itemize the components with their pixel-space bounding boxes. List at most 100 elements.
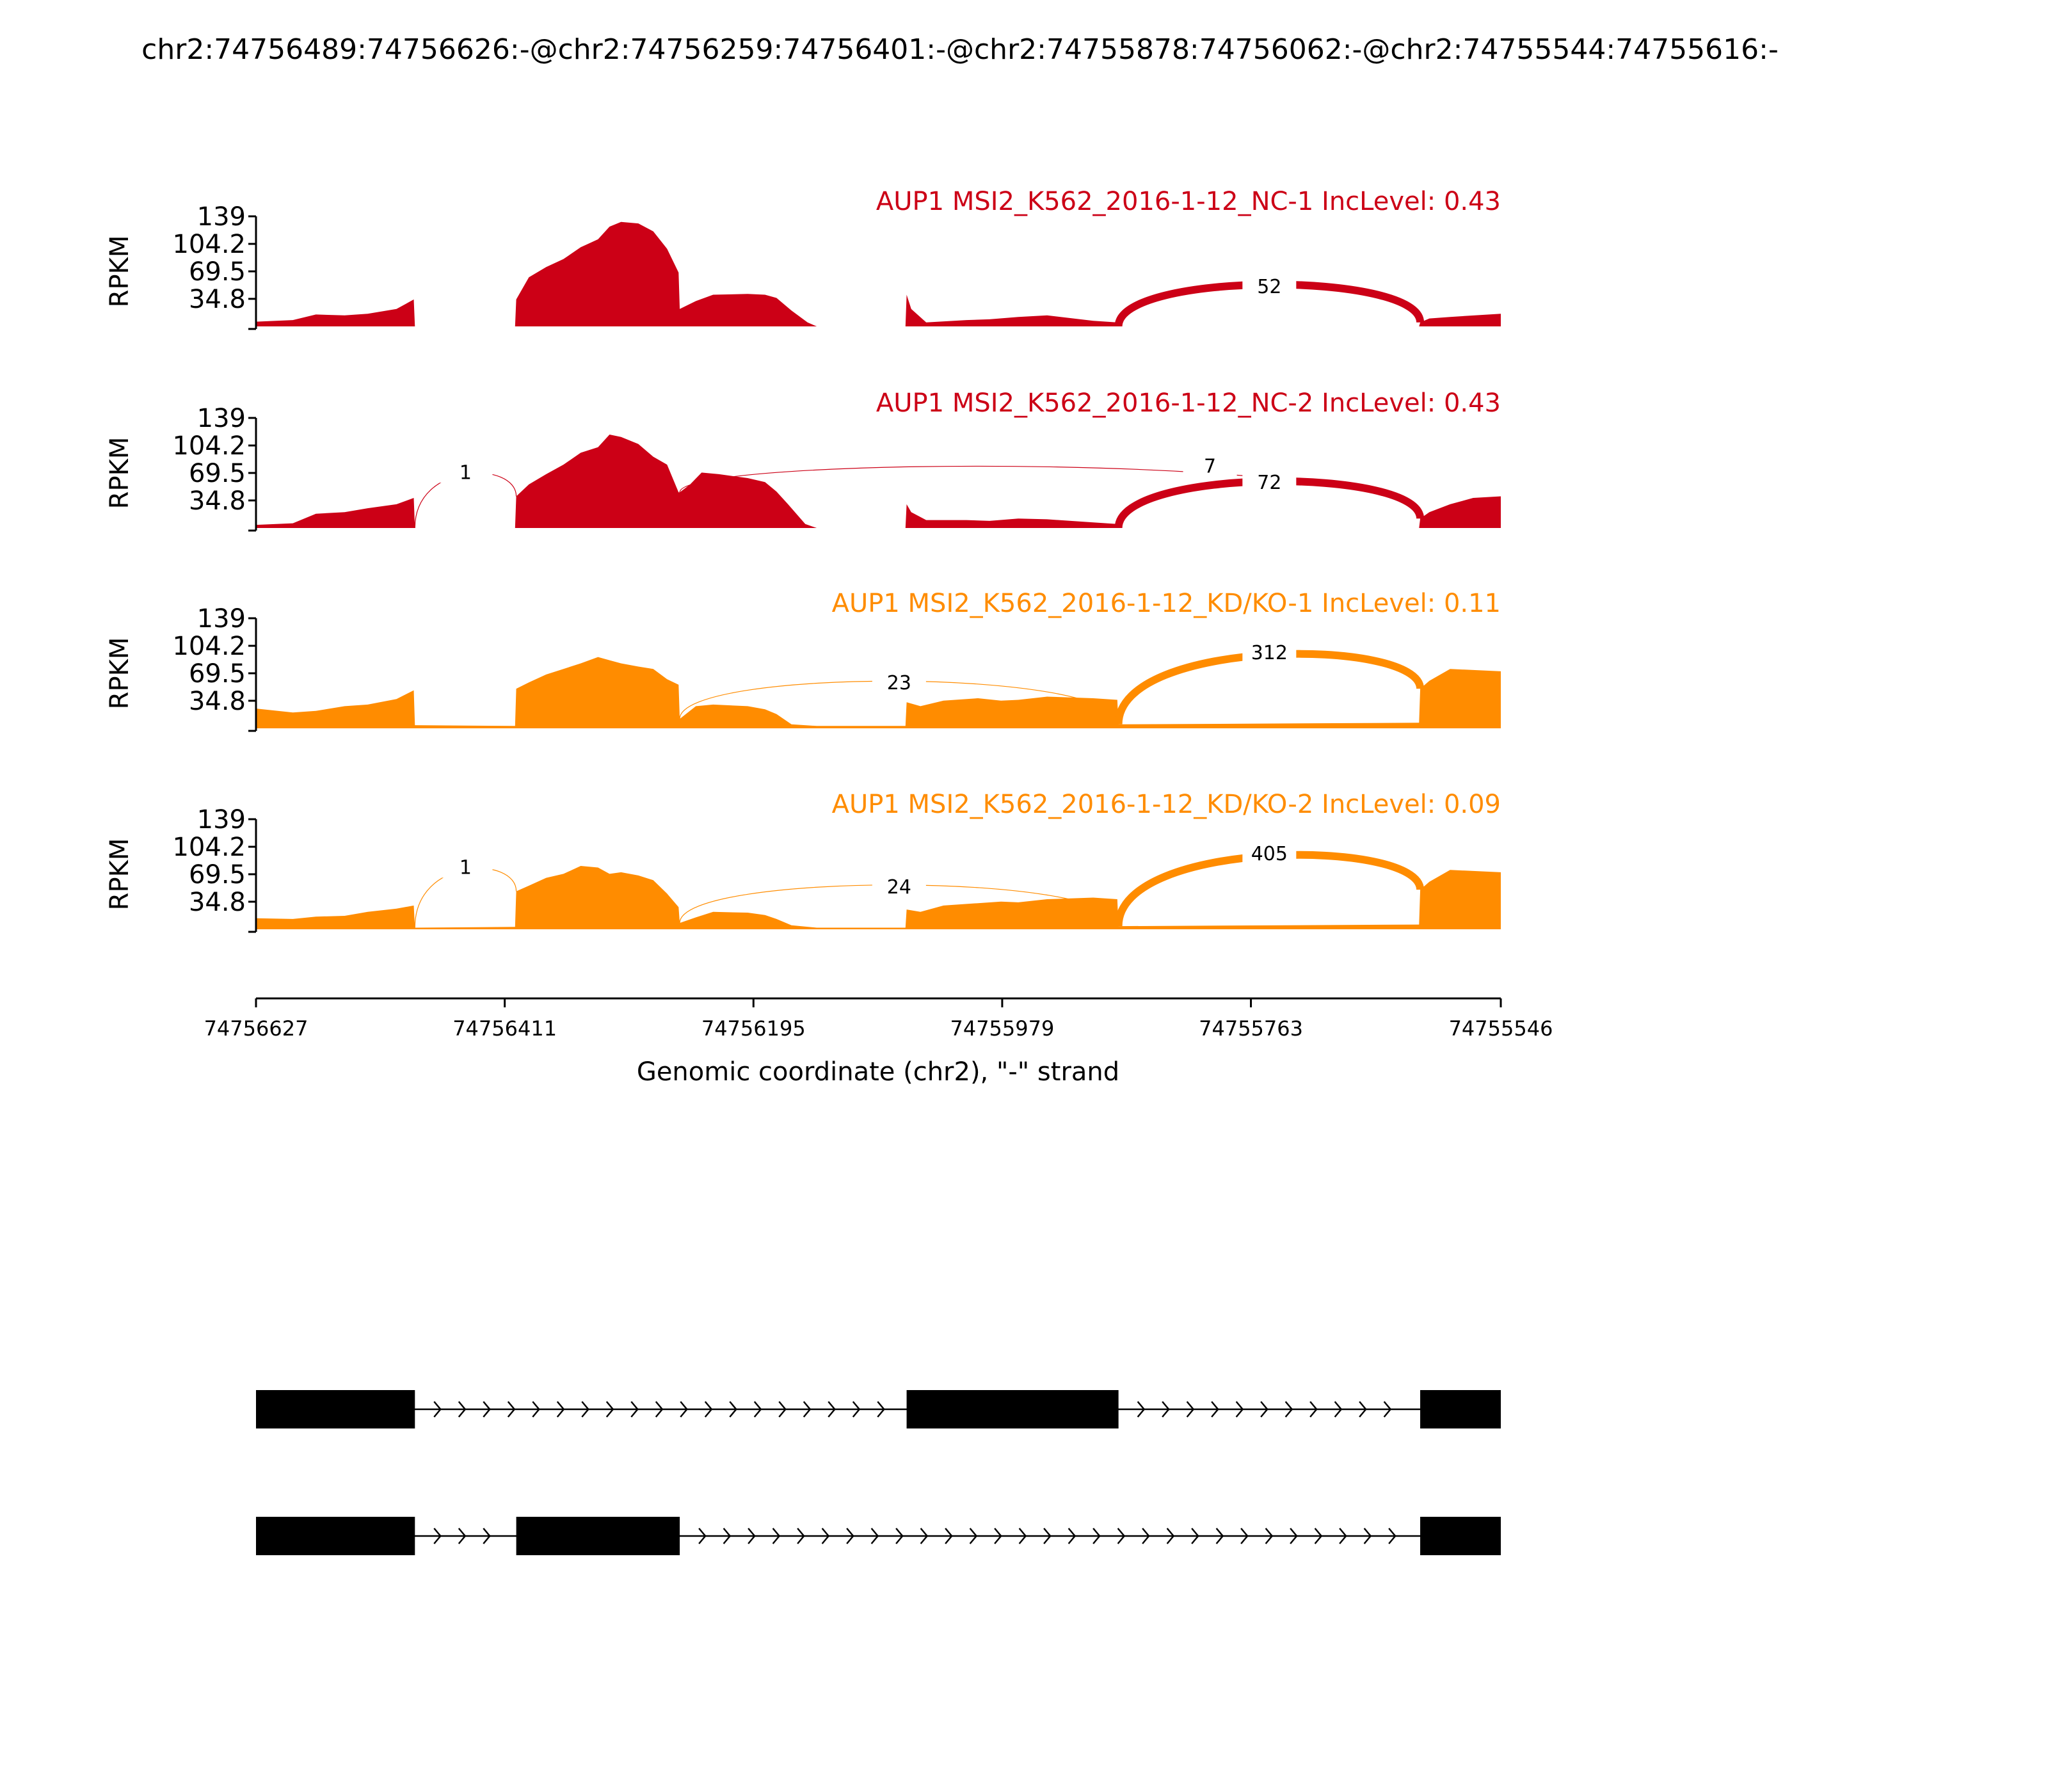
- strand-arrow: [1137, 1401, 1146, 1418]
- strand-arrow: [803, 1401, 812, 1418]
- strand-arrow: [1018, 1528, 1027, 1544]
- exon-block: [256, 1517, 415, 1555]
- strand-arrow: [698, 1528, 707, 1544]
- strand-arrow: [1265, 1528, 1274, 1544]
- junction-count: 72: [1257, 472, 1281, 494]
- strand-arrow: [1068, 1528, 1076, 1544]
- y-tick-label: 34.8: [189, 285, 246, 314]
- x-tick-label: 74755546: [1449, 1016, 1553, 1041]
- strand-arrow: [920, 1528, 929, 1544]
- y-tick-label: 104.2: [172, 230, 246, 259]
- strand-arrow: [1186, 1401, 1195, 1418]
- y-axis-label: RPKM: [105, 637, 134, 710]
- strand-arrow: [630, 1401, 639, 1418]
- strand-arrow: [483, 1401, 491, 1418]
- strand-arrow: [877, 1401, 885, 1418]
- strand-arrow: [1166, 1528, 1175, 1544]
- y-axis-label: RPKM: [105, 437, 134, 509]
- strand-arrow: [969, 1528, 978, 1544]
- y-tick-label: 104.2: [172, 632, 246, 661]
- strand-arrow: [1359, 1401, 1367, 1418]
- x-tick-label: 74755979: [950, 1016, 1054, 1041]
- strand-arrow: [1240, 1528, 1249, 1544]
- strand-arrow: [483, 1528, 491, 1544]
- strand-arrow: [729, 1401, 737, 1418]
- junction-arc: [1114, 851, 1425, 927]
- strand-arrow: [753, 1401, 762, 1418]
- panel-title: AUP1 MSI2_K562_2016-1-12_KD/KO-1 IncLeve…: [832, 589, 1501, 618]
- junction-label-box: [1242, 641, 1297, 664]
- strand-arrow: [994, 1528, 1002, 1544]
- y-tick-label: 69.5: [189, 459, 246, 488]
- strand-arrow: [852, 1401, 861, 1418]
- x-tick-label: 74756411: [452, 1016, 557, 1041]
- strand-arrow: [507, 1401, 516, 1418]
- junction-count: 23: [887, 672, 911, 694]
- y-tick-label: 104.2: [172, 833, 246, 862]
- junction-label-box: [1242, 275, 1297, 297]
- junction-count: 1: [460, 856, 472, 879]
- junction-count: 7: [1204, 455, 1216, 477]
- panel-title: AUP1 MSI2_K562_2016-1-12_NC-1 IncLevel: …: [876, 187, 1501, 216]
- junction-label-box: [438, 856, 493, 878]
- y-tick-label: 139: [197, 604, 246, 634]
- x-axis: 74756627 74756411 74756195 74755979 74755763…: [204, 997, 1553, 1041]
- exon-block: [1420, 1390, 1501, 1428]
- strand-arrow: [797, 1528, 805, 1544]
- x-tick-label: 74756195: [701, 1016, 806, 1041]
- strand-arrow: [846, 1528, 854, 1544]
- strand-arrow: [704, 1401, 713, 1418]
- exon-block: [906, 1390, 1119, 1428]
- y-tick-label: 34.8: [189, 888, 246, 917]
- strand-arrow: [1339, 1528, 1347, 1544]
- y-axis-label: RPKM: [105, 236, 134, 308]
- junction-count: 24: [887, 876, 911, 899]
- y-tick-label: 69.5: [189, 860, 246, 890]
- strand-arrow: [748, 1528, 756, 1544]
- strand-arrow: [1142, 1528, 1150, 1544]
- strand-arrow: [458, 1401, 467, 1418]
- strand-arrow: [1215, 1528, 1224, 1544]
- strand-arrow: [680, 1401, 688, 1418]
- coverage-area: [256, 221, 1501, 326]
- x-tick-label: 74756627: [204, 1016, 308, 1041]
- strand-arrow: [433, 1401, 442, 1418]
- strand-arrow: [556, 1401, 565, 1418]
- exon-block: [1420, 1517, 1501, 1555]
- isoform-tracks: [256, 1390, 1501, 1555]
- strand-arrow: [1314, 1528, 1323, 1544]
- strand-arrow: [828, 1401, 836, 1418]
- y-tick-label: 69.5: [189, 257, 246, 287]
- coverage-area: [256, 435, 1501, 528]
- strand-arrow: [1383, 1401, 1392, 1418]
- strand-arrow: [1284, 1401, 1293, 1418]
- strand-arrow: [1388, 1528, 1396, 1544]
- strand-arrow: [1309, 1401, 1318, 1418]
- strand-arrow: [870, 1528, 879, 1544]
- coverage-area: [256, 866, 1501, 929]
- strand-arrow: [532, 1401, 540, 1418]
- strand-arrow: [723, 1528, 732, 1544]
- y-tick-label: 139: [197, 805, 246, 835]
- strand-arrow: [1162, 1401, 1170, 1418]
- junction-label-box: [438, 461, 493, 483]
- y-tick-label: 34.8: [189, 486, 246, 516]
- strand-arrow: [1290, 1528, 1298, 1544]
- strand-arrow: [1043, 1528, 1052, 1544]
- junction-label-box: [1183, 454, 1237, 477]
- strand-arrow: [581, 1401, 589, 1418]
- x-tick-label: 74755763: [1199, 1016, 1303, 1041]
- strand-arrow: [433, 1528, 442, 1544]
- panel-title: AUP1 MSI2_K562_2016-1-12_KD/KO-2 IncLeve…: [832, 790, 1501, 819]
- y-tick-label: 104.2: [172, 431, 246, 461]
- junction-arc: [1114, 650, 1425, 725]
- strand-arrow: [605, 1401, 614, 1418]
- y-tick-label: 139: [197, 202, 246, 232]
- chart-title: chr2:74756489:74756626:-@chr2:74756259:7…: [141, 33, 1779, 66]
- strand-arrow: [1211, 1401, 1219, 1418]
- strand-arrow: [1260, 1401, 1268, 1418]
